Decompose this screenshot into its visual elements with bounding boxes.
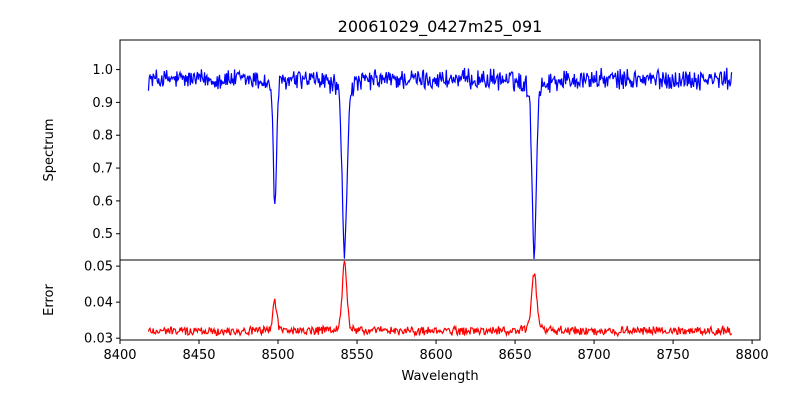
error-y-tick-label: 0.03 (84, 332, 113, 347)
spectrum-y-axis-label: Spectrum (42, 119, 57, 182)
x-tick-label: 8400 (103, 348, 136, 363)
x-tick-label: 8800 (736, 348, 769, 363)
spectrum-y-tick-label: 0.9 (92, 96, 113, 111)
spectrum-y-ticks: 0.5 0.6 0.7 0.8 0.9 1.0 (92, 63, 120, 242)
x-axis-ticks: 8400 8450 8500 8550 8600 8650 8700 8750 8800 (103, 340, 769, 363)
spectrum-y-tick-label: 1.0 (92, 63, 113, 78)
spectrum-series-line (147, 67, 733, 260)
error-y-ticks: 0.03 0.04 0.05 (84, 260, 120, 347)
spectrum-y-tick-label: 0.8 (92, 129, 113, 144)
x-tick-label: 8500 (261, 348, 294, 363)
chart-title: 20061029_0427m25_091 (338, 17, 543, 37)
x-tick-label: 8750 (657, 348, 690, 363)
x-tick-label: 8700 (578, 348, 611, 363)
error-panel: 0.03 0.04 0.05 Error (42, 259, 761, 347)
spectrum-y-tick-label: 0.7 (92, 162, 113, 177)
error-y-tick-label: 0.05 (84, 260, 113, 275)
error-series-line (147, 260, 733, 338)
spectrum-panel: 0.5 0.6 0.7 0.8 0.9 1.0 Spectrum (42, 39, 761, 261)
x-tick-label: 8600 (420, 348, 453, 363)
error-y-tick-label: 0.04 (84, 296, 113, 311)
error-y-axis-label: Error (42, 284, 57, 316)
x-tick-label: 8450 (182, 348, 215, 363)
x-axis-label: Wavelength (401, 369, 478, 384)
x-tick-label: 8650 (499, 348, 532, 363)
x-tick-label: 8550 (340, 348, 373, 363)
spectrum-y-tick-label: 0.5 (92, 227, 113, 242)
error-axes-frame (119, 259, 761, 341)
spectrum-y-tick-label: 0.6 (92, 194, 113, 209)
